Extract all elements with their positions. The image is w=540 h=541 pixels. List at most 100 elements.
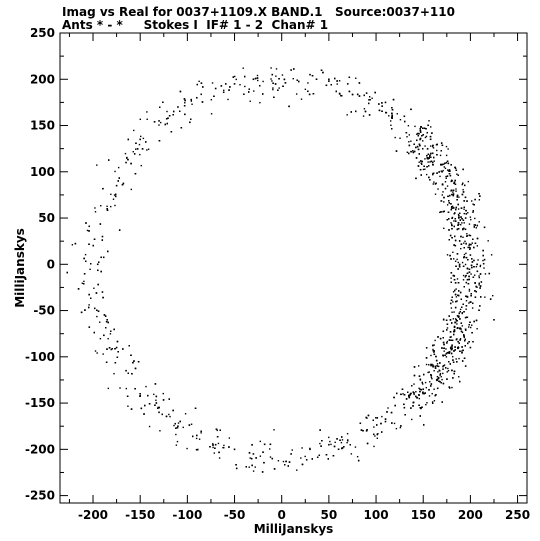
data-point xyxy=(274,83,277,85)
data-point xyxy=(457,208,460,210)
data-point xyxy=(200,432,202,434)
data-point xyxy=(455,206,457,209)
data-point xyxy=(457,294,459,296)
data-point xyxy=(462,188,464,191)
data-point xyxy=(447,367,449,370)
data-point xyxy=(451,179,453,182)
data-point xyxy=(449,336,451,338)
data-point xyxy=(202,86,204,88)
data-point xyxy=(452,194,455,197)
y-tick-label: -250 xyxy=(25,489,55,503)
data-point xyxy=(448,351,451,353)
data-point xyxy=(85,222,87,224)
data-point xyxy=(420,126,422,128)
data-point xyxy=(113,194,116,196)
data-point xyxy=(443,201,445,203)
data-point xyxy=(431,132,433,134)
data-point xyxy=(453,220,455,222)
data-point xyxy=(439,362,441,364)
data-point xyxy=(88,243,90,245)
data-point xyxy=(347,439,349,442)
data-point xyxy=(103,314,106,316)
data-point xyxy=(476,328,478,330)
data-point xyxy=(430,383,433,385)
chart-subtitle: Ants * - * Stokes I IF# 1 - 2 Chan# 1 xyxy=(62,18,329,32)
data-point xyxy=(83,283,85,285)
data-point xyxy=(436,143,438,146)
data-point xyxy=(439,374,441,376)
data-point xyxy=(434,183,437,185)
data-point xyxy=(445,319,448,321)
data-point xyxy=(284,82,287,84)
data-point xyxy=(431,161,434,164)
data-point xyxy=(190,98,192,101)
data-point xyxy=(235,467,238,470)
data-point xyxy=(441,378,443,381)
data-point xyxy=(450,307,453,309)
data-point xyxy=(272,88,274,91)
data-point xyxy=(415,146,417,149)
data-point xyxy=(110,205,112,208)
data-point xyxy=(290,453,292,455)
data-point xyxy=(252,470,255,472)
data-point xyxy=(446,340,449,343)
data-point xyxy=(327,458,329,460)
data-point xyxy=(272,82,274,84)
data-point xyxy=(437,336,439,338)
data-point xyxy=(465,242,467,245)
data-point xyxy=(461,306,463,308)
data-point xyxy=(463,256,466,258)
data-point xyxy=(461,222,463,224)
data-point xyxy=(436,375,439,378)
data-point xyxy=(211,82,214,84)
data-point xyxy=(83,257,85,260)
data-point xyxy=(442,365,445,367)
data-point xyxy=(470,273,472,275)
data-point xyxy=(177,106,179,108)
data-point xyxy=(479,273,482,275)
data-point xyxy=(439,154,442,157)
data-point xyxy=(426,156,429,159)
data-point xyxy=(458,342,460,344)
data-point xyxy=(263,443,266,446)
data-point xyxy=(420,407,422,410)
data-point xyxy=(465,281,468,284)
data-point xyxy=(458,196,460,198)
data-point xyxy=(336,438,338,440)
data-point xyxy=(439,337,442,340)
data-point xyxy=(430,376,433,379)
data-point xyxy=(442,336,444,339)
data-point xyxy=(257,79,259,82)
data-point xyxy=(465,329,467,331)
data-point xyxy=(472,340,474,343)
data-point xyxy=(446,329,448,331)
data-point xyxy=(363,94,365,97)
data-point xyxy=(473,274,476,276)
data-point xyxy=(262,451,264,453)
data-point xyxy=(135,148,137,150)
data-point xyxy=(446,175,449,177)
data-point xyxy=(433,156,435,159)
data-point xyxy=(106,205,108,207)
data-point xyxy=(482,249,484,252)
data-point xyxy=(474,242,477,245)
data-point xyxy=(456,361,458,363)
data-point xyxy=(410,140,412,142)
data-point xyxy=(451,228,453,230)
data-point xyxy=(374,417,377,419)
data-point xyxy=(140,407,143,410)
data-point xyxy=(451,344,453,346)
x-tick-label: -50 xyxy=(224,508,246,522)
data-point xyxy=(103,334,105,337)
data-point xyxy=(472,276,475,278)
data-point xyxy=(448,361,450,363)
data-point xyxy=(431,145,434,148)
data-point xyxy=(454,235,456,238)
data-point xyxy=(469,254,472,256)
data-point xyxy=(430,152,432,155)
data-point xyxy=(450,190,452,192)
data-point xyxy=(443,227,445,230)
data-point xyxy=(153,121,156,123)
data-point xyxy=(403,115,406,118)
data-point xyxy=(426,154,428,157)
